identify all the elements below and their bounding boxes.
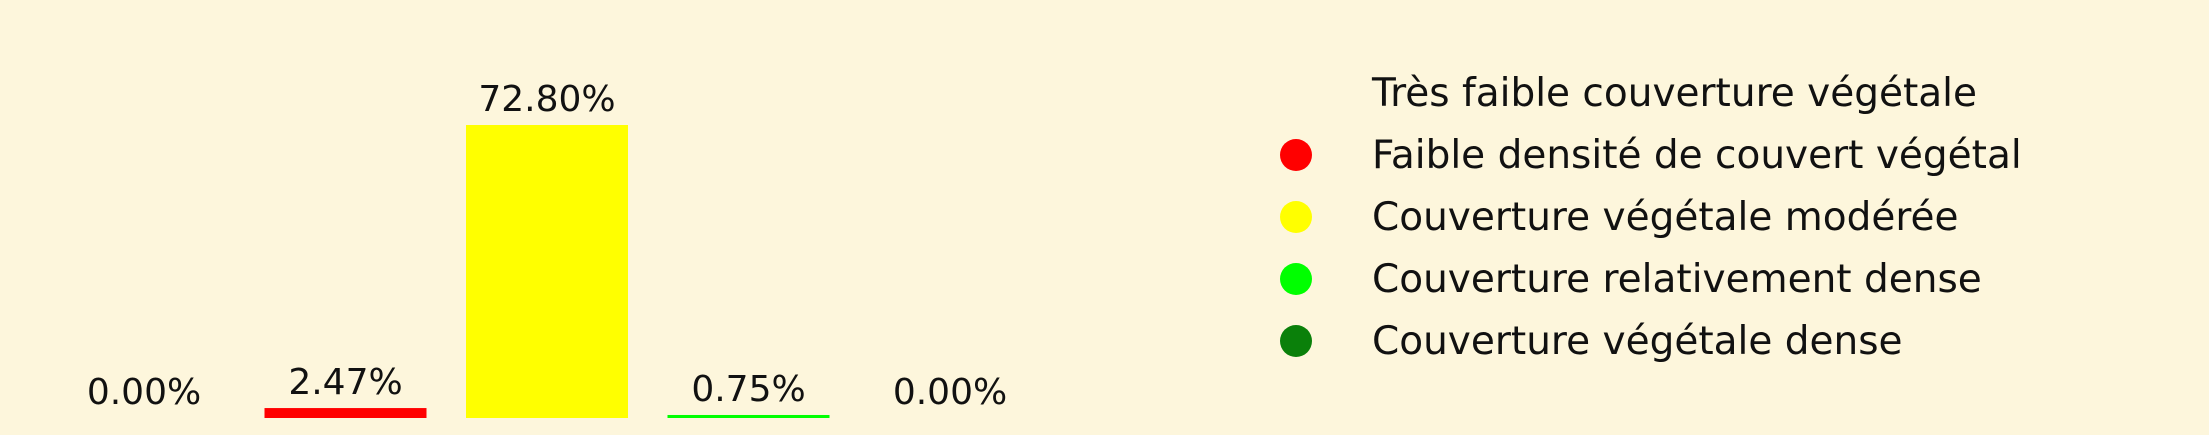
- legend-swatch-circle: [1280, 139, 1312, 171]
- legend-label: Faible densité de couvert végétal: [1372, 132, 2022, 178]
- legend-item: Faible densité de couvert végétal: [1280, 124, 2022, 186]
- data-labels-group: 0.00% 2.47% 72.80% 0.75% 0.00%: [87, 79, 1007, 413]
- bar: [667, 414, 830, 418]
- legend-swatch-circle: [1280, 263, 1312, 295]
- bar-value-label: 0.75%: [691, 369, 805, 410]
- bar-value-label: 0.00%: [893, 372, 1007, 413]
- legend-swatch-circle: [1280, 201, 1312, 233]
- legend-label: Très faible couverture végétale: [1372, 70, 1977, 116]
- legend-label: Couverture relativement dense: [1372, 256, 1982, 302]
- bar-value-label: 0.00%: [87, 372, 201, 413]
- bar-value-label: 2.47%: [288, 362, 402, 403]
- bar: [466, 125, 628, 418]
- legend-item: Très faible couverture végétale: [1280, 62, 2022, 124]
- legend-swatch-circle: [1280, 77, 1312, 109]
- legend: Très faible couverture végétale Faible d…: [1280, 62, 2022, 372]
- bar: [264, 408, 427, 418]
- legend-item: Couverture végétale modérée: [1280, 186, 2022, 248]
- legend-label: Couverture végétale dense: [1372, 318, 1903, 364]
- legend-label: Couverture végétale modérée: [1372, 194, 1959, 240]
- legend-item: Couverture relativement dense: [1280, 248, 2022, 310]
- bar-value-label: 72.80%: [478, 79, 615, 120]
- legend-swatch-circle: [1280, 325, 1312, 357]
- bars-group: [264, 125, 830, 418]
- legend-item: Couverture végétale dense: [1280, 310, 2022, 372]
